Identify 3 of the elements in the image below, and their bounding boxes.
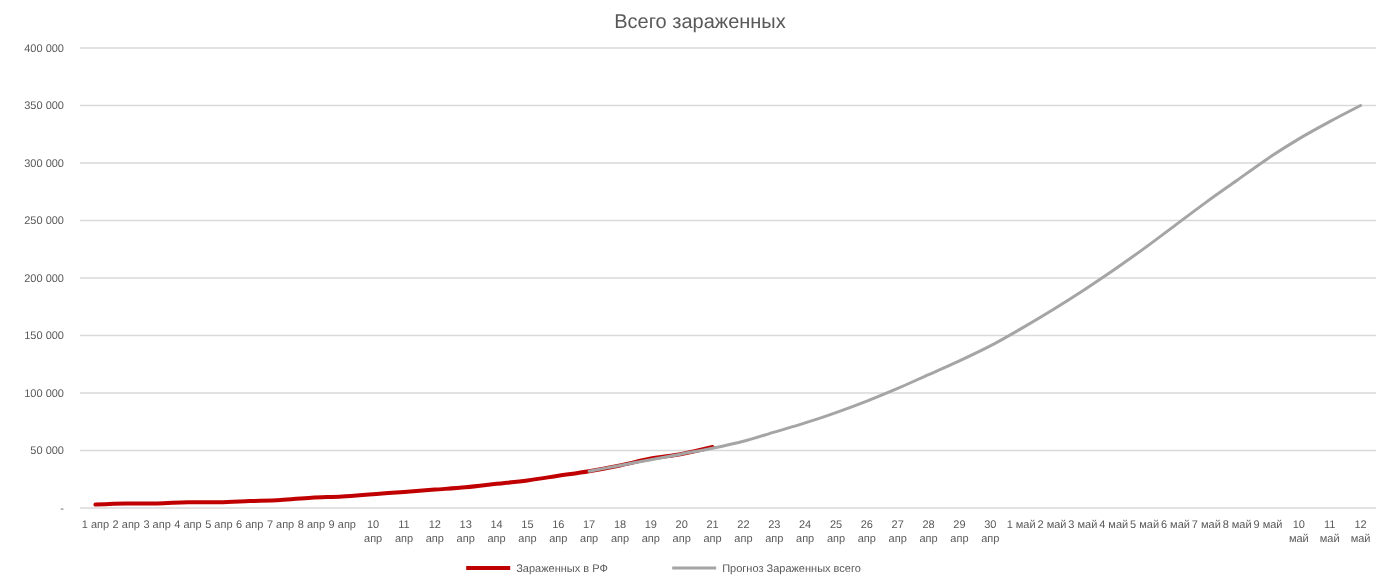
chart-title: Всего зараженных [614,12,786,34]
line-series [587,104,1363,473]
line-series [93,445,715,507]
